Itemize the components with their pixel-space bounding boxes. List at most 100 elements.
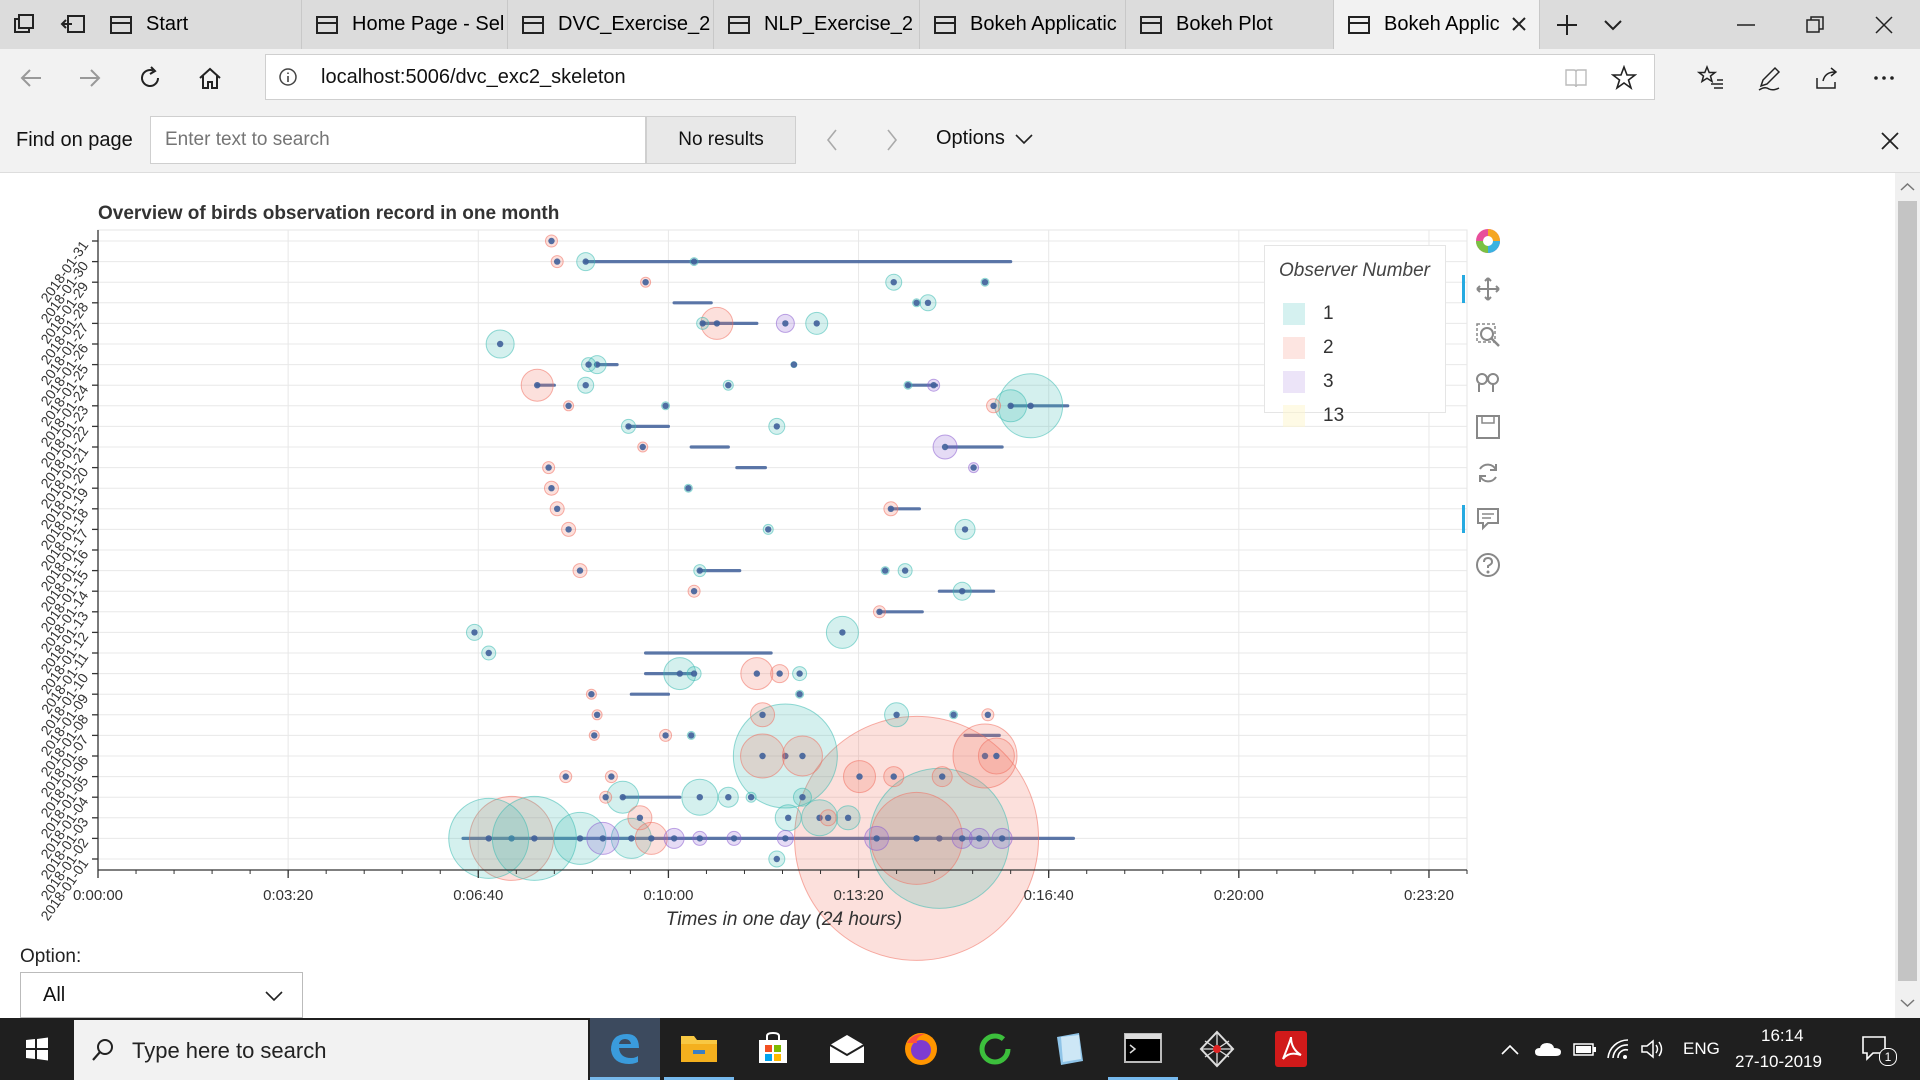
find-close-icon[interactable] — [1879, 130, 1901, 152]
observation-center-dot — [970, 464, 977, 471]
site-info-icon[interactable] — [278, 67, 298, 87]
notebook-app-icon[interactable] — [1034, 1018, 1104, 1080]
tab-bokeh-application-active[interactable]: Bokeh Applic — [1334, 0, 1540, 49]
observation-center-dot — [676, 670, 684, 677]
pdf-reader-icon[interactable] — [1256, 1018, 1326, 1080]
bokeh-logo-icon[interactable] — [1474, 227, 1502, 255]
observation-points — [448, 234, 1064, 961]
tab-bokeh-application[interactable]: Bokeh Applicatic — [920, 0, 1126, 49]
tab-actions-icon[interactable] — [12, 12, 36, 36]
language-indicator[interactable]: ENG — [1683, 1039, 1720, 1058]
tab-list-chevron-icon[interactable] — [1601, 14, 1625, 36]
observation-center-dot — [625, 423, 632, 430]
tabs-aside-icon[interactable] — [60, 12, 86, 36]
observation-center-dot — [485, 835, 492, 842]
terminal-icon[interactable] — [1108, 1018, 1178, 1080]
find-options-button[interactable]: Options — [936, 127, 1035, 150]
windows-start-icon[interactable] — [12, 1024, 62, 1074]
file-explorer-icon[interactable] — [664, 1018, 734, 1080]
observation-center-dot — [585, 361, 592, 368]
page-icon — [934, 15, 956, 34]
help-tool-icon[interactable] — [1474, 551, 1502, 579]
observation-center-dot — [785, 814, 792, 821]
minimize-icon[interactable] — [1735, 14, 1757, 36]
tab-home-page[interactable]: Home Page - Sel — [302, 0, 508, 49]
observation-center-dot — [599, 835, 607, 842]
legend-title: Observer Number — [1279, 260, 1430, 281]
legend-swatch — [1283, 337, 1305, 359]
observation-center-dot — [725, 382, 732, 389]
legend-entry[interactable]: 3 — [1283, 370, 1334, 394]
tab-bokeh-plot[interactable]: Bokeh Plot — [1126, 0, 1334, 49]
web-note-pen-icon[interactable] — [1751, 60, 1787, 96]
home-button[interactable] — [192, 60, 228, 96]
bokeh-toolbar — [1462, 227, 1508, 767]
save-tool-icon[interactable] — [1474, 413, 1502, 441]
clock-time[interactable]: 16:14 — [1761, 1026, 1804, 1045]
legend-swatch — [1283, 303, 1305, 325]
mail-icon[interactable] — [812, 1018, 882, 1080]
close-window-icon[interactable] — [1873, 14, 1895, 36]
address-bar[interactable]: localhost:5006/dvc_exc2_skeleton — [265, 54, 1655, 100]
observation-center-dot — [765, 526, 772, 533]
find-previous-icon[interactable] — [820, 126, 844, 154]
ring-app-icon[interactable] — [960, 1018, 1030, 1080]
bird-observation-chart[interactable]: 0:00:00 0:03:20 0:06:40 0:10:00 0:13:20 0:16:… — [0, 173, 1895, 963]
scroll-up-icon[interactable] — [1895, 177, 1920, 197]
favorites-hub-icon[interactable] — [1693, 60, 1729, 96]
observation-center-dot — [893, 711, 900, 718]
network-app-icon[interactable] — [1182, 1018, 1252, 1080]
store-icon[interactable] — [738, 1018, 808, 1080]
wifi-icon[interactable] — [1606, 1038, 1632, 1060]
restore-icon[interactable] — [1804, 14, 1826, 36]
observation-center-dot — [485, 649, 492, 657]
page-scrollbar[interactable] — [1895, 173, 1920, 1018]
show-hidden-icons-chevron-icon[interactable] — [1500, 1042, 1520, 1056]
observation-center-dot — [628, 835, 635, 842]
find-search-input[interactable] — [150, 116, 646, 164]
observation-center-dot — [730, 835, 738, 842]
forward-button[interactable] — [72, 60, 108, 96]
favorite-star-icon[interactable] — [1610, 64, 1638, 91]
observation-center-dot — [508, 835, 515, 842]
url-text[interactable]: localhost:5006/dvc_exc2_skeleton — [321, 66, 626, 88]
onedrive-cloud-icon[interactable] — [1534, 1040, 1562, 1058]
battery-icon[interactable] — [1572, 1039, 1598, 1059]
clock-date[interactable]: 27-10-2019 — [1735, 1052, 1822, 1071]
x-tick-label: 0:10:00 — [643, 887, 693, 904]
box-zoom-tool-icon[interactable] — [1474, 321, 1502, 349]
back-button[interactable] — [13, 60, 49, 96]
legend-entry[interactable]: 13 — [1283, 404, 1344, 428]
tab-label: DVC_Exercise_2 - — [558, 13, 714, 35]
wheel-zoom-tool-icon[interactable] — [1474, 367, 1502, 395]
observation-center-dot — [699, 320, 706, 327]
tab-start[interactable]: Start — [96, 0, 302, 49]
pan-tool-icon[interactable] — [1462, 275, 1502, 303]
tab-dvc-exercise[interactable]: DVC_Exercise_2 - — [508, 0, 714, 49]
tab-nlp-exercise[interactable]: NLP_Exercise_2 - — [714, 0, 920, 49]
edge-browser-icon[interactable] — [590, 1018, 660, 1080]
find-next-icon[interactable] — [880, 126, 904, 154]
firefox-icon[interactable] — [886, 1018, 956, 1080]
volume-icon[interactable] — [1640, 1038, 1666, 1060]
reset-tool-icon[interactable] — [1474, 459, 1502, 487]
legend-swatch — [1283, 371, 1305, 393]
new-tab-icon[interactable] — [1554, 12, 1580, 38]
scroll-down-icon[interactable] — [1895, 993, 1920, 1013]
option-select[interactable]: All — [20, 972, 303, 1018]
legend-entry[interactable]: 1 — [1283, 302, 1334, 326]
taskbar-search-box[interactable]: Type here to search — [74, 1020, 588, 1080]
legend-swatch — [1283, 405, 1305, 427]
refresh-button[interactable] — [132, 60, 168, 96]
tab-close-icon[interactable] — [1509, 14, 1529, 34]
legend-label: 3 — [1323, 371, 1334, 392]
legend-entry[interactable]: 2 — [1283, 336, 1334, 360]
hover-tool-icon[interactable] — [1462, 505, 1502, 533]
scrollbar-thumb[interactable] — [1898, 201, 1917, 981]
taskbar-apps — [590, 1018, 1310, 1080]
reading-view-icon[interactable] — [1564, 67, 1588, 89]
action-center-icon[interactable]: 1 — [1860, 1034, 1897, 1066]
share-icon[interactable] — [1809, 60, 1845, 96]
more-menu-icon[interactable] — [1866, 60, 1902, 96]
observation-center-dot — [582, 382, 589, 389]
